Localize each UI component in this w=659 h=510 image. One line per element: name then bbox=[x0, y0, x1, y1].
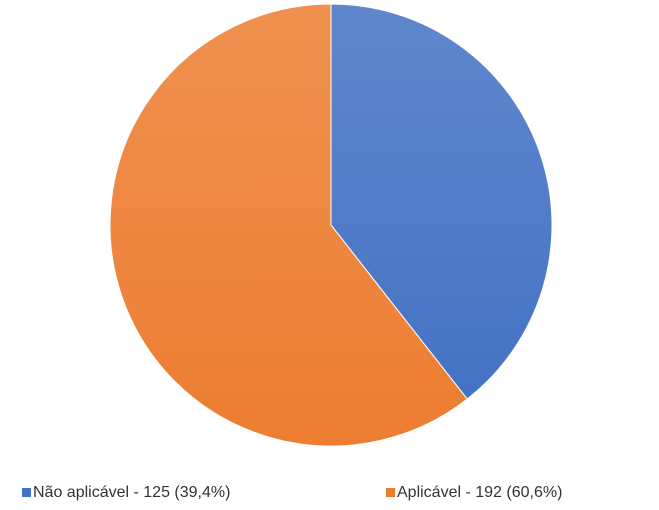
pie-slice bbox=[330, 3, 553, 400]
legend-swatch bbox=[22, 488, 31, 497]
legend-swatch bbox=[386, 488, 395, 497]
legend-label: Não aplicável - 125 (39,4%) bbox=[33, 484, 230, 501]
pie-slice bbox=[109, 3, 468, 447]
legend-label: Aplicável - 192 (60,6%) bbox=[397, 484, 562, 501]
